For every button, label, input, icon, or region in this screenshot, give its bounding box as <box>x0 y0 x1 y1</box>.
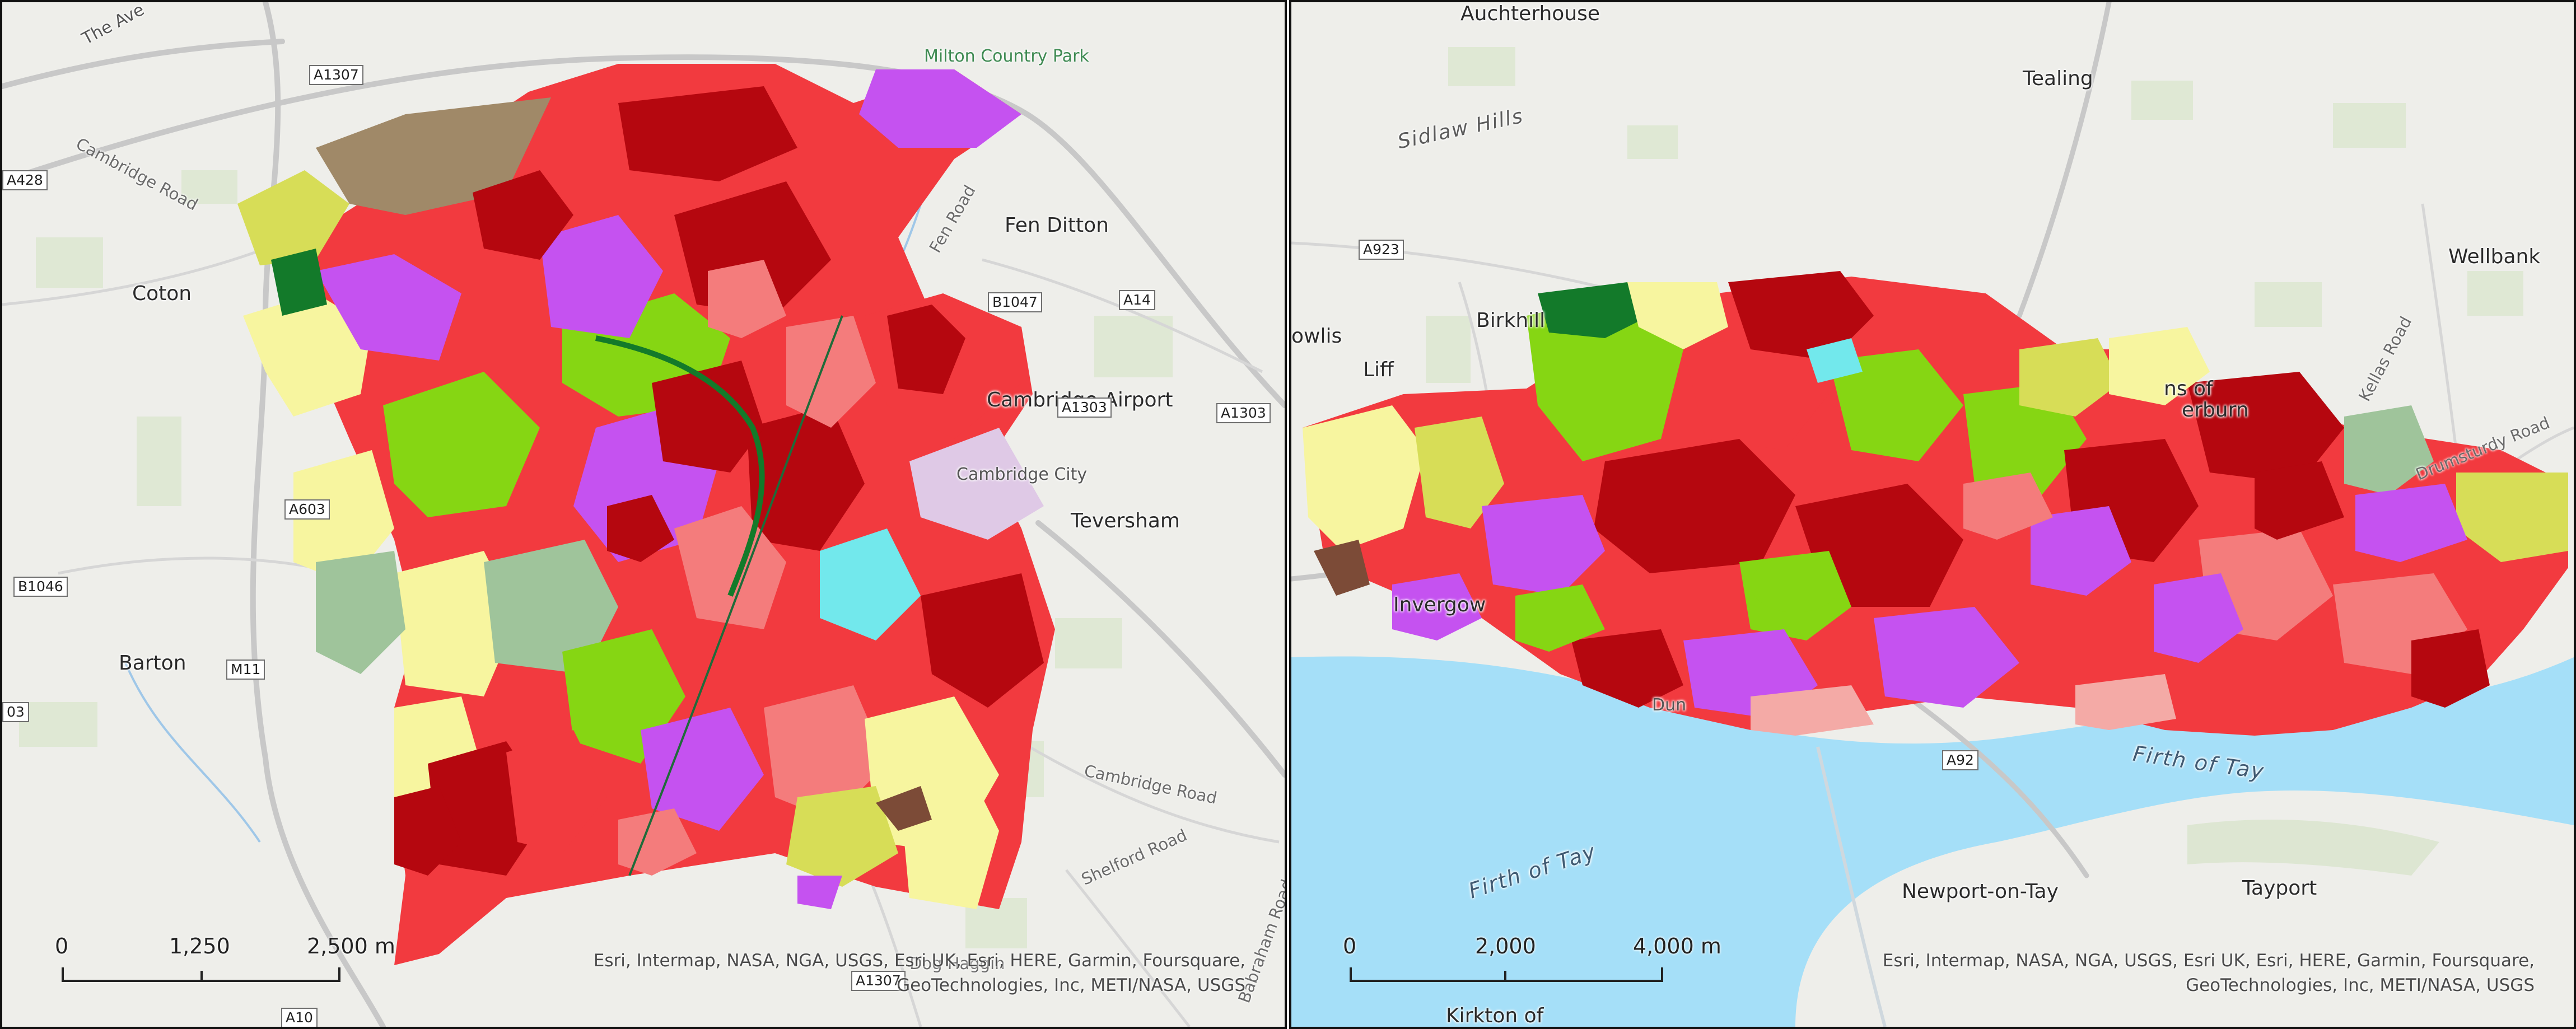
scale-label-mid: 2,000 <box>1475 934 1536 958</box>
scale-tick-start <box>1350 967 1352 982</box>
place-label-invergowrie: Invergow <box>1393 593 1486 616</box>
place-label-liff: Liff <box>1363 358 1394 381</box>
road-shield-a1303-b: A1303 <box>1216 403 1271 423</box>
milton-country-park-text: Milton Country Park <box>924 46 1089 66</box>
road-shield-a1307-top: A1307 <box>309 65 363 85</box>
map-canvas-right[interactable] <box>1291 2 2574 1027</box>
land-tentsmuir <box>2187 820 2439 876</box>
road-shield-a1307-bottom: A1307 <box>851 971 906 991</box>
map-attribution-left[interactable]: Esri, Intermap, NASA, NGA, USGS, Esri UK… <box>594 948 1245 998</box>
place-label-wellbank: Wellbank <box>2448 245 2541 268</box>
road-shield-a428: A428 <box>2 170 48 190</box>
map-panel-right[interactable]: Auchterhouse Tealing Sidlaw Hills Wellba… <box>1289 0 2576 1029</box>
landuse-layer-dundee <box>1303 271 2568 736</box>
attribution-line-1: Esri, Intermap, NASA, NGA, USGS, Esri UK… <box>1882 951 2535 971</box>
basemap-major-roads <box>2 2 1285 1027</box>
place-label-tealing: Tealing <box>2023 67 2093 90</box>
river-cam <box>595 335 765 597</box>
map-panel-left[interactable]: Milton Country Park Fen Ditton Coton Cam… <box>0 0 1287 1029</box>
scale-label-mid: 1,250 <box>169 934 230 958</box>
map-canvas-left[interactable] <box>2 2 1285 1027</box>
place-label-barton: Barton <box>119 652 186 675</box>
scale-line-horizontal <box>1350 980 1663 982</box>
road-shield-m11: M11 <box>226 660 265 680</box>
tay-rail-bridge <box>1816 746 1887 1027</box>
scale-label-end: 4,000 m <box>1633 934 1721 958</box>
attribution-line-2: GeoTechnologies, Inc, METI/NASA, USGS <box>897 975 1245 995</box>
road-shield-a923: A923 <box>1359 240 1404 260</box>
scale-tick-start <box>62 967 64 982</box>
railway-line <box>628 315 843 876</box>
place-label-dundee-airport: Dun <box>1652 695 1687 715</box>
scale-label-zero: 0 <box>1343 934 1357 958</box>
road-shield-b1046: B1046 <box>13 577 68 597</box>
place-label-newport-on-tay: Newport-on-Tay <box>1902 880 2059 903</box>
place-label-auchterhouse: Auchterhouse <box>1460 2 1600 25</box>
road-shield-a14: A14 <box>1119 290 1155 310</box>
attribution-line-2: GeoTechnologies, Inc, METI/NASA, USGS <box>2186 975 2535 995</box>
road-shield-b1047: B1047 <box>988 292 1042 312</box>
scale-tick-mid <box>1504 971 1506 982</box>
road-shield-a03: 03 <box>2 702 29 722</box>
place-label-teversham: Teversham <box>1071 509 1180 532</box>
place-label-kirkton: Kirkton of <box>1446 1004 1544 1027</box>
attribution-line-1: Esri, Intermap, NASA, NGA, USGS, Esri UK… <box>593 951 1245 971</box>
map-attribution-right[interactable]: Esri, Intermap, NASA, NGA, USGS, Esri UK… <box>1883 948 2535 998</box>
place-label-baldovie: erburn <box>2182 399 2249 422</box>
road-shield-a92: A92 <box>1942 750 1978 770</box>
scale-label-zero: 0 <box>55 934 69 958</box>
scale-tick-end <box>338 967 340 982</box>
road-label-dog-haggin: Dog Haggin <box>909 954 1005 973</box>
place-label-mains-of-fintry: ns of <box>2164 377 2213 400</box>
basemap-fields <box>1426 47 2523 383</box>
road-shield-a603: A603 <box>284 499 330 520</box>
place-label-fowlis: owlis <box>1291 325 1342 348</box>
place-label-fen-ditton: Fen Ditton <box>1005 214 1109 237</box>
scale-tick-mid <box>200 971 203 982</box>
place-label-cambridge-city: Cambridge City <box>956 465 1088 484</box>
place-label-tayport: Tayport <box>2242 877 2317 900</box>
scale-tick-end <box>1661 967 1663 982</box>
scale-label-end: 2,500 m <box>307 934 395 958</box>
road-shield-a10: A10 <box>281 1008 318 1027</box>
road-shield-a1303-a: A1303 <box>1057 397 1112 418</box>
park-balgay <box>1751 556 1840 612</box>
place-label-coton: Coton <box>132 282 192 305</box>
landuse-layer-cambridge <box>237 64 1055 965</box>
place-label-milton-country-park: Milton Country Park <box>924 44 1089 67</box>
place-label-birkhill: Birkhill <box>1476 309 1546 332</box>
